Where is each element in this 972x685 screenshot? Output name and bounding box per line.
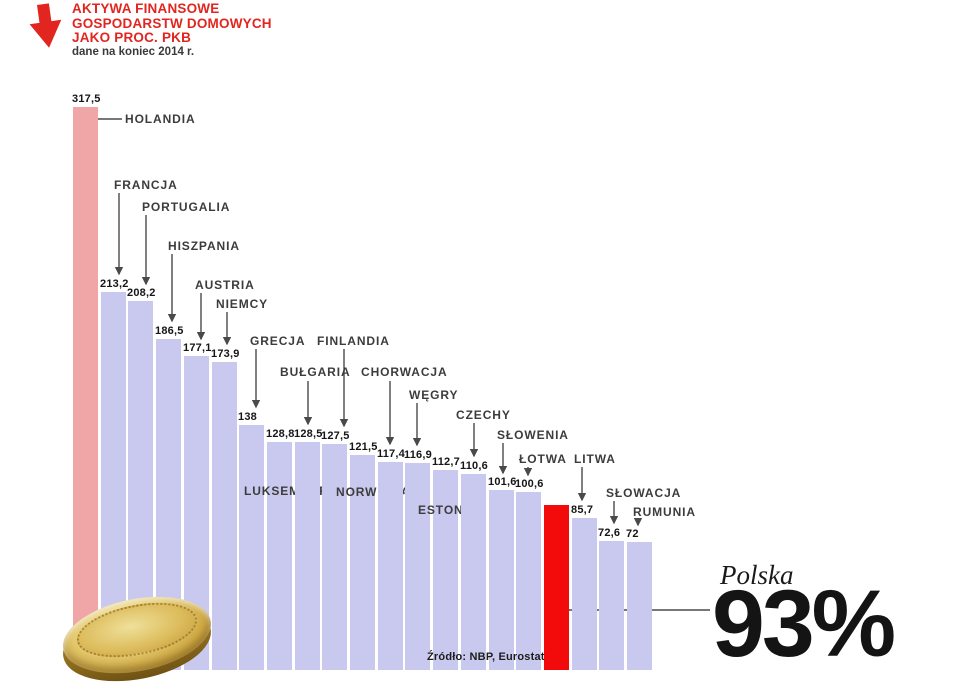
- value-label-litwa: 85,7: [571, 504, 594, 516]
- bar-wegry: [405, 463, 430, 670]
- highlight-country-label: Polska: [720, 560, 794, 590]
- value-label-hiszpania: 186,5: [155, 325, 184, 337]
- chart-title-line1: AKTYWA FINANSOWE: [72, 1, 220, 16]
- bar-luksemburg: [267, 442, 292, 670]
- country-label-lotwa: ŁOTWA: [519, 452, 567, 466]
- country-label-rumunia: RUMUNIA: [633, 505, 696, 519]
- value-label-niemcy: 173,9: [211, 348, 240, 360]
- country-label-bulgaria: BUŁGARIA: [280, 365, 351, 379]
- country-label-slowacja: SŁOWACJA: [606, 486, 682, 500]
- bar-lotwa: [516, 492, 541, 670]
- chart-subtitle: dane na koniec 2014 r.: [72, 46, 195, 58]
- country-label-grecja: GRECJA: [250, 334, 306, 348]
- country-label-slowenia: SŁOWENIA: [497, 428, 569, 442]
- value-label-norwegia: 121,5: [349, 441, 378, 453]
- country-label-finlandia: FINLANDIA: [317, 334, 390, 348]
- bar-niemcy: [212, 362, 237, 670]
- chart-title: AKTYWA FINANSOWE GOSPODARSTW DOMOWYCH JA…: [72, 1, 272, 46]
- value-label-luksemburg: 128,8: [266, 428, 295, 440]
- value-label-francja: 213,2: [100, 278, 129, 290]
- value-label-grecja: 138: [238, 411, 257, 423]
- country-label-litwa: LITWA: [574, 452, 616, 466]
- country-label-chorwacja: CHORWACJA: [361, 365, 448, 379]
- value-label-holandia: 317,5: [72, 93, 101, 105]
- value-label-estonia: 112,7: [432, 456, 460, 468]
- country-label-hiszpania: HISZPANIA: [168, 239, 240, 253]
- value-label-slowenia: 101,6: [488, 476, 517, 488]
- bar-finlandia: [322, 444, 347, 670]
- value-label-chorwacja: 117,4: [377, 448, 405, 460]
- chart-title-line2: GOSPODARSTW DOMOWYCH: [72, 15, 272, 31]
- value-label-portugalia: 208,2: [127, 287, 156, 299]
- bar-holandia: [73, 107, 98, 670]
- down-arrow-icon: [29, 3, 62, 48]
- country-label-wegry: WĘGRY: [409, 388, 459, 402]
- bar-rumunia: [627, 542, 652, 670]
- bar-litwa: [572, 518, 597, 670]
- bar-bulgaria: [295, 442, 320, 670]
- country-label-czechy: CZECHY: [456, 408, 511, 422]
- value-label-lotwa: 100,6: [515, 478, 544, 490]
- bar-chorwacja: [378, 462, 403, 670]
- bar-czechy: [461, 474, 486, 670]
- country-label-niemcy: NIEMCY: [216, 297, 269, 311]
- country-label-portugalia: PORTUGALIA: [142, 200, 231, 214]
- country-label-francja: FRANCJA: [114, 178, 178, 192]
- value-label-rumunia: 72: [626, 528, 639, 540]
- chart-title-line3: JAKO PROC. PKB: [72, 30, 192, 45]
- country-label-austria: AUSTRIA: [195, 278, 255, 292]
- bar-estonia: [433, 470, 458, 670]
- country-label-holandia: HOLANDIA: [125, 112, 196, 126]
- bar-polska: [544, 505, 569, 670]
- value-label-austria: 177,1: [183, 342, 212, 354]
- bar-slowacja: [599, 541, 624, 670]
- value-label-wegry: 116,9: [404, 449, 432, 461]
- gold-coin-image: [56, 585, 218, 685]
- bar-grecja: [239, 425, 264, 670]
- bar-slowenia: [489, 490, 514, 670]
- value-label-finlandia: 127,5: [321, 430, 350, 442]
- bar-norwegia: [350, 455, 375, 670]
- value-label-bulgaria: 128,5: [294, 428, 323, 440]
- value-label-czechy: 110,6: [460, 460, 488, 472]
- value-label-slowacja: 72,6: [598, 527, 621, 539]
- source-note: Źródło: NBP, Eurostat: [427, 651, 545, 663]
- highlight-value-label: 93%: [712, 571, 896, 677]
